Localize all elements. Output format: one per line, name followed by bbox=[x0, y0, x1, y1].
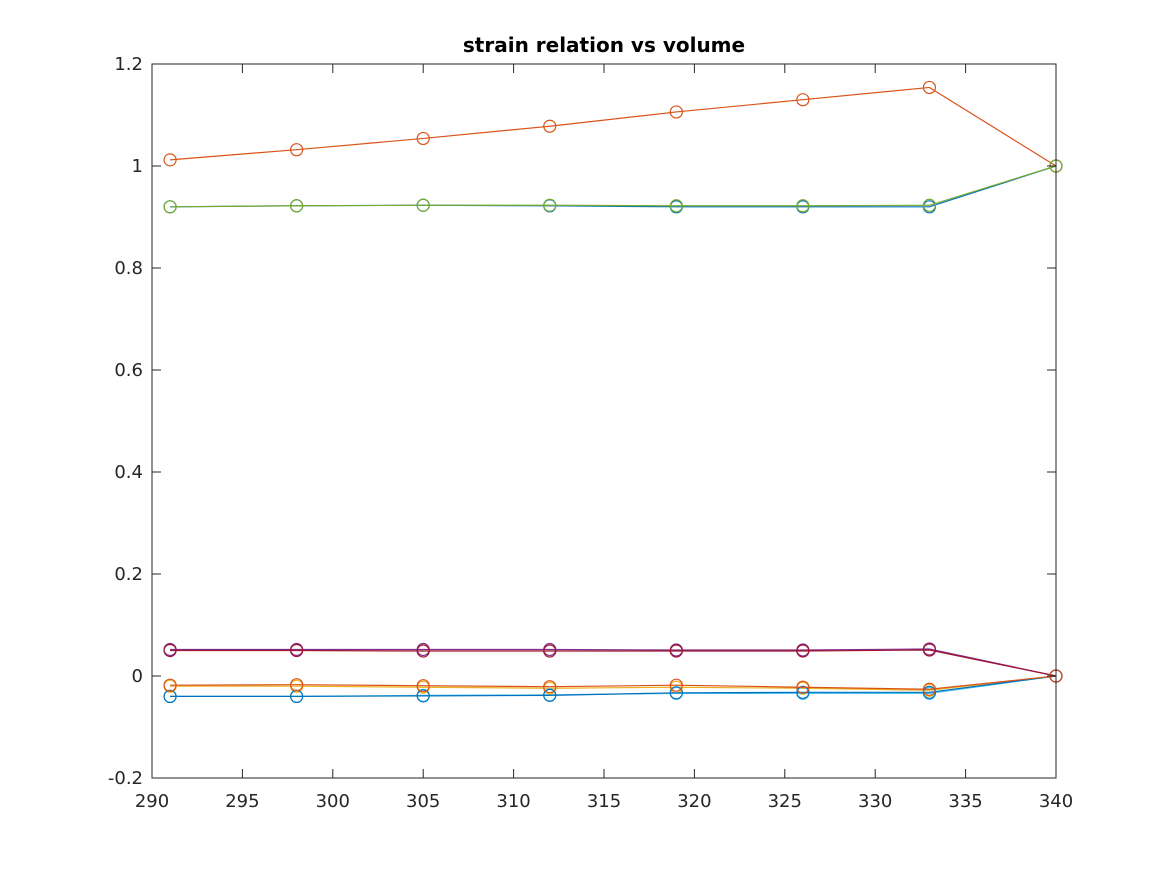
data-point bbox=[796, 680, 810, 694]
data-point bbox=[290, 678, 304, 692]
x-tick-label: 305 bbox=[406, 791, 440, 812]
y-tick-label: -0.2 bbox=[108, 768, 143, 789]
series-line bbox=[170, 675, 1057, 691]
data-point bbox=[290, 199, 304, 213]
plot-area bbox=[152, 64, 1056, 778]
data-point bbox=[922, 643, 937, 657]
data-point bbox=[163, 200, 177, 214]
x-tick-label: 320 bbox=[677, 791, 711, 812]
data-point bbox=[922, 682, 937, 696]
series-line bbox=[170, 649, 1057, 677]
chart-title: strain relation vs volume bbox=[463, 33, 745, 57]
data-point bbox=[416, 679, 430, 693]
data-point bbox=[416, 131, 430, 146]
series-layer bbox=[163, 80, 1063, 704]
data-point bbox=[796, 93, 810, 107]
data-point bbox=[669, 644, 683, 658]
data-point bbox=[796, 199, 810, 213]
series-line bbox=[170, 165, 1057, 208]
y-tick-label: 0.6 bbox=[114, 360, 143, 381]
data-point bbox=[290, 143, 304, 157]
y-tick-label: 0.8 bbox=[114, 258, 143, 279]
data-point bbox=[669, 686, 683, 700]
y-tick-label: 1.2 bbox=[114, 54, 143, 75]
series-line bbox=[170, 86, 1057, 167]
data-point bbox=[416, 198, 430, 212]
data-point bbox=[163, 678, 177, 692]
data-point bbox=[669, 199, 683, 213]
data-point bbox=[543, 688, 557, 702]
data-point bbox=[543, 198, 557, 212]
data-point bbox=[796, 685, 810, 699]
x-tick-label: 295 bbox=[225, 791, 259, 812]
series-line bbox=[170, 675, 1057, 690]
y-tick-label: 0 bbox=[132, 666, 143, 687]
data-point bbox=[669, 105, 683, 119]
data-point bbox=[543, 680, 557, 694]
x-tick-label: 300 bbox=[316, 791, 350, 812]
x-tick-label: 340 bbox=[1039, 791, 1073, 812]
data-point bbox=[163, 643, 177, 658]
y-tick-label: 1 bbox=[132, 156, 143, 177]
x-tick-label: 290 bbox=[135, 791, 169, 812]
y-tick-label: 0.4 bbox=[114, 462, 143, 483]
data-point bbox=[416, 644, 430, 658]
data-point bbox=[922, 685, 937, 699]
data-point bbox=[163, 689, 177, 704]
data-point bbox=[416, 689, 430, 703]
data-point bbox=[669, 678, 683, 692]
x-tick-label: 325 bbox=[768, 791, 802, 812]
series-line bbox=[170, 675, 1057, 698]
series-line bbox=[170, 648, 1057, 677]
y-tick-label: 0.2 bbox=[114, 564, 143, 585]
x-tick-label: 335 bbox=[948, 791, 982, 812]
series-9 bbox=[163, 669, 1063, 696]
data-point bbox=[163, 153, 177, 167]
tick-layer: 290 295 300 305 310 315 320 325 330 335 340 -0.2 0 0.… bbox=[108, 54, 1073, 812]
data-point bbox=[796, 644, 810, 658]
data-point bbox=[922, 198, 937, 212]
data-point bbox=[543, 119, 557, 133]
data-point bbox=[543, 644, 557, 658]
x-tick-label: 330 bbox=[858, 791, 892, 812]
x-tick-label: 310 bbox=[496, 791, 530, 812]
x-tick-label: 315 bbox=[587, 791, 621, 812]
data-point bbox=[290, 643, 304, 658]
data-point bbox=[922, 80, 937, 95]
